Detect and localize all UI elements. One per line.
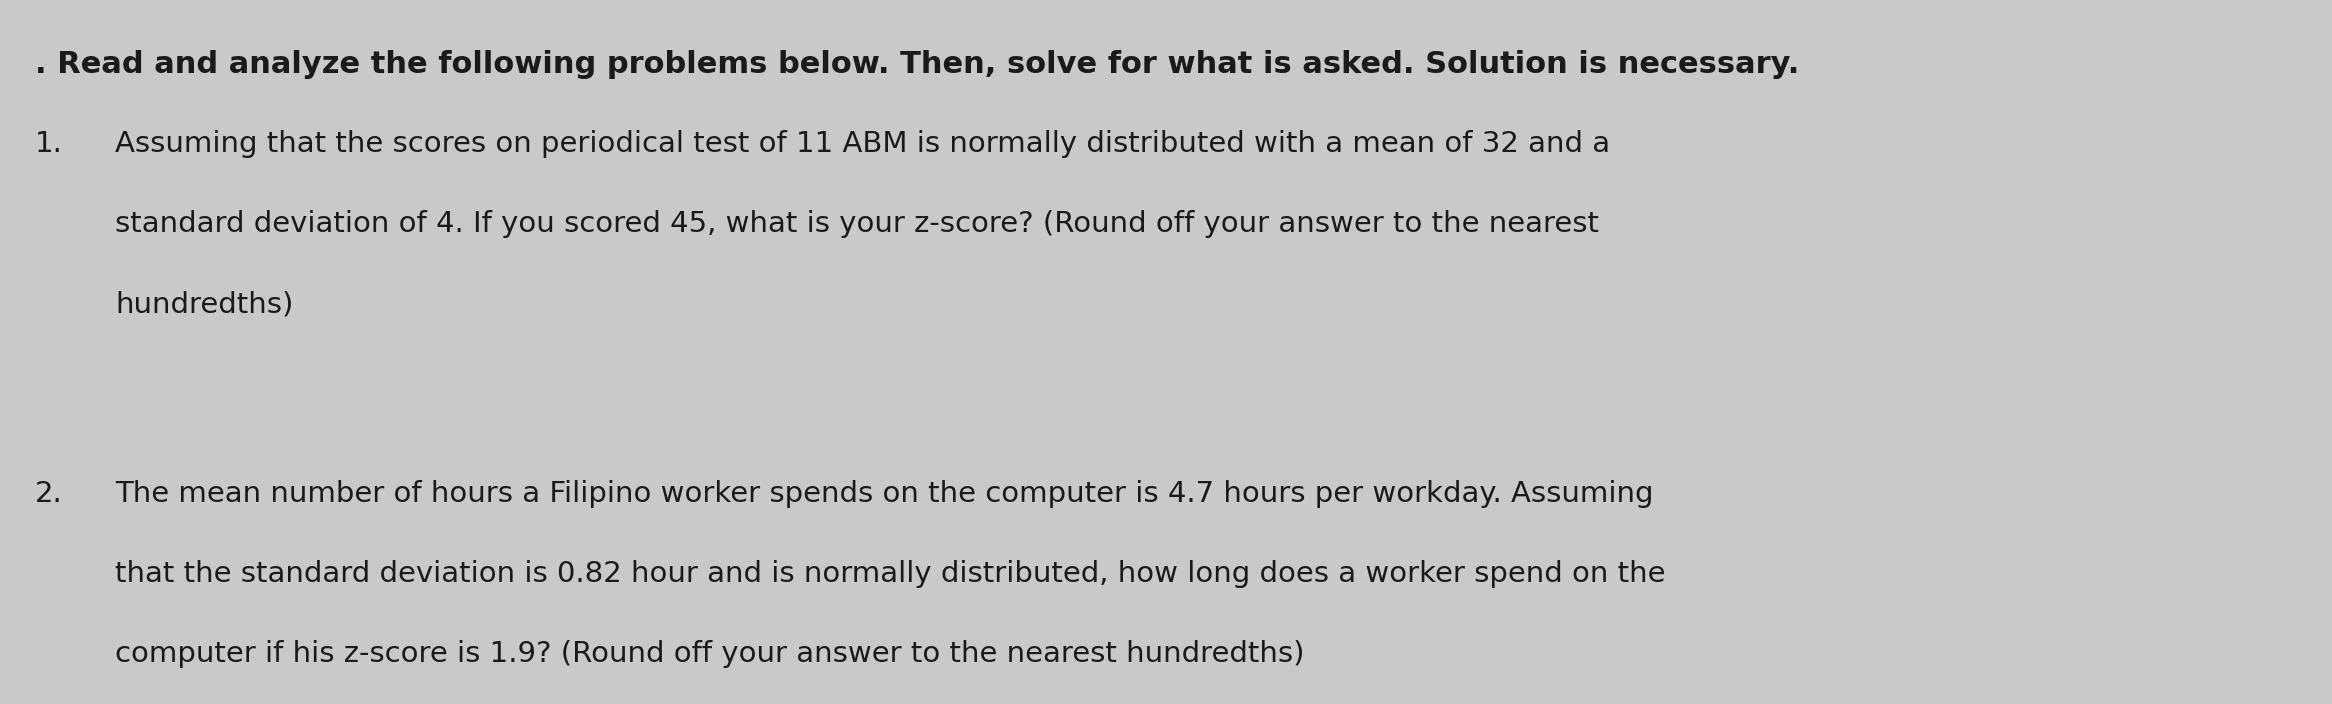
Text: hundredths): hundredths) (114, 290, 294, 318)
Text: . Read and analyze the following problems below. Then, solve for what is asked. : . Read and analyze the following problem… (35, 50, 1800, 79)
Text: computer if his z-score is 1.9? (Round off your answer to the nearest hundredths: computer if his z-score is 1.9? (Round o… (114, 640, 1304, 668)
Text: 1.: 1. (35, 130, 63, 158)
Text: that the standard deviation is 0.82 hour and is normally distributed, how long d: that the standard deviation is 0.82 hour… (114, 560, 1665, 588)
Text: Assuming that the scores on periodical test of 11 ABM is normally distributed wi: Assuming that the scores on periodical t… (114, 130, 1609, 158)
Text: standard deviation of 4. If you scored 45, what is your z-score? (Round off your: standard deviation of 4. If you scored 4… (114, 210, 1600, 238)
Text: 2.: 2. (35, 480, 63, 508)
Text: The mean number of hours a Filipino worker spends on the computer is 4.7 hours p: The mean number of hours a Filipino work… (114, 480, 1653, 508)
